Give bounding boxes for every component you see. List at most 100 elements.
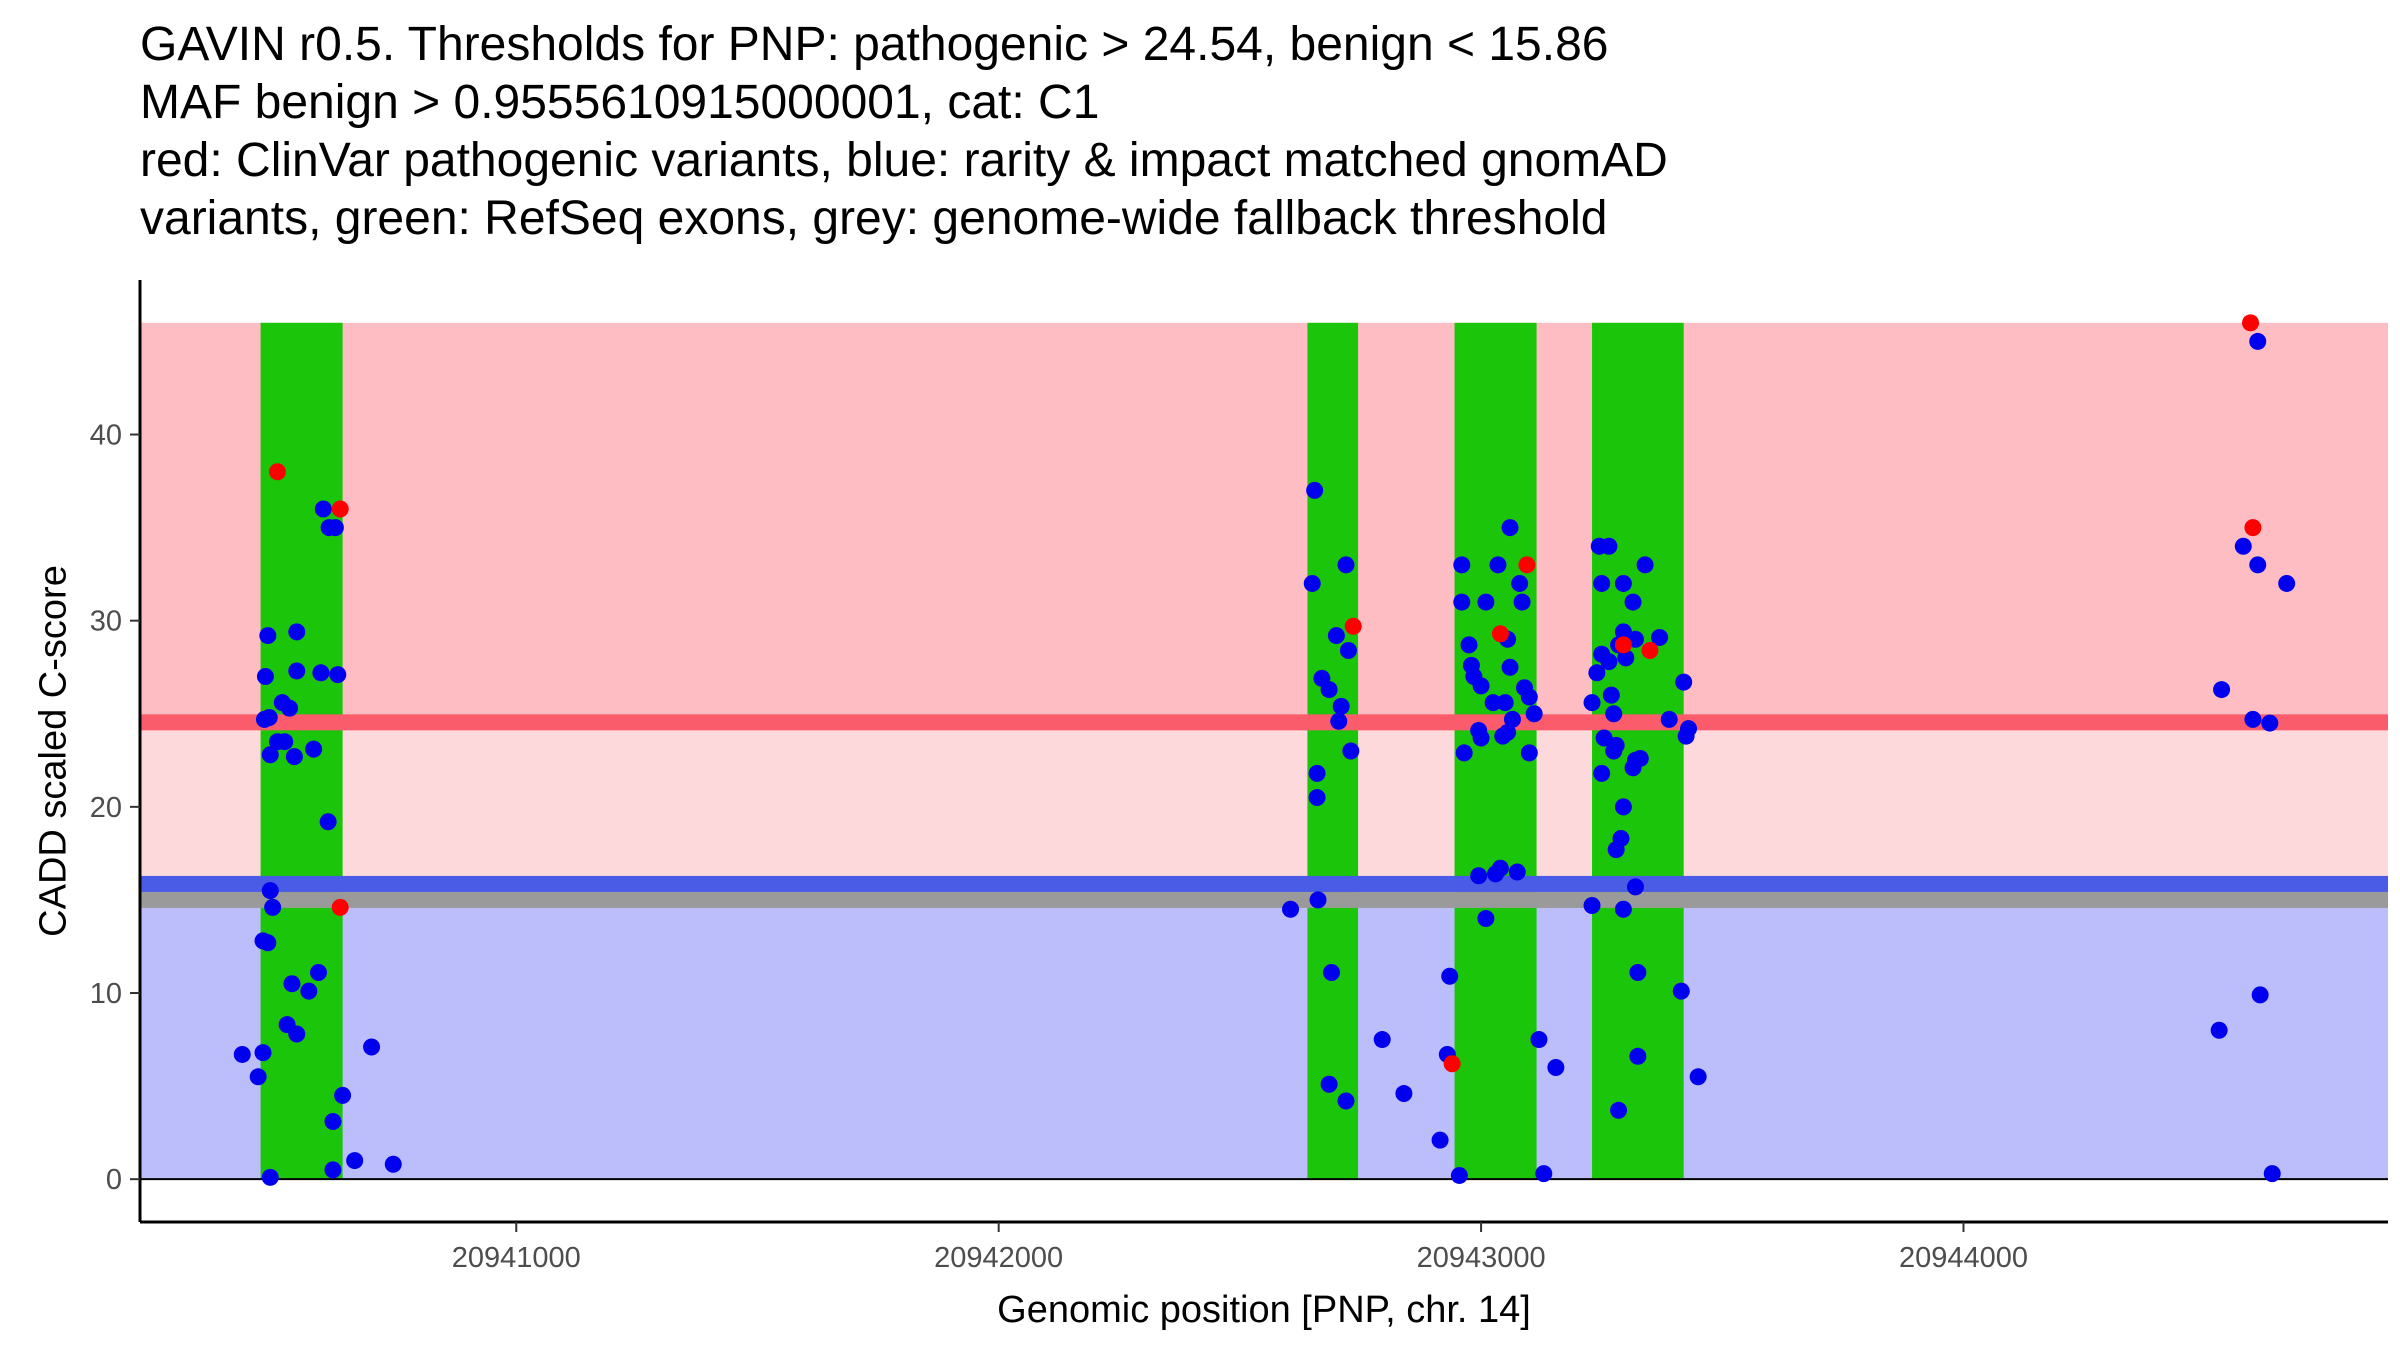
gnomad-point-89: [1520, 688, 1538, 706]
gnomad-point-33: [324, 1161, 342, 1179]
gnomad-point-101: [1593, 764, 1611, 782]
gnomad-point-141: [2261, 714, 2279, 732]
gnomad-point-97: [1588, 664, 1606, 682]
gnomad-point-133: [1689, 1068, 1707, 1086]
gnomad-point-32: [324, 1112, 342, 1130]
gnomad-point-35: [334, 1086, 352, 1104]
gnomad-point-142: [2263, 1165, 2281, 1183]
gnomad-point-115: [1614, 900, 1632, 918]
x-tick-label-1: 20941000: [452, 1242, 581, 1274]
gnomad-point-25: [305, 740, 323, 758]
gnomad-point-62: [1453, 556, 1471, 574]
gnomad-point-18: [281, 699, 299, 717]
gnomad-point-28: [314, 500, 332, 518]
gnomad-point-91: [1525, 705, 1543, 723]
gnomad-point-112: [1612, 829, 1630, 847]
threshold-regions: [140, 322, 2388, 1180]
chart-title-line-1: GAVIN r0.5. Thresholds for PNP: pathogen…: [140, 18, 1609, 71]
gnomad-point-58: [1431, 1131, 1449, 1149]
gnomad-point-48: [1327, 627, 1345, 645]
gnomad-point-95: [1583, 897, 1601, 915]
gnomad-point-123: [1629, 964, 1647, 982]
gnomad-point-118: [1624, 593, 1642, 611]
gnomad-point-54: [1320, 1075, 1338, 1093]
gnomad-point-125: [1631, 749, 1649, 767]
x-axis-title: Genomic position [PNP, chr. 14]: [997, 1289, 1531, 1331]
gnomad-point-104: [1600, 653, 1618, 671]
gnomad-point-22: [288, 1025, 306, 1043]
gnomad-point-105: [1602, 686, 1620, 704]
gnomad-point-87: [1513, 593, 1531, 611]
gnomad-point-79: [1496, 694, 1514, 712]
gnomad-point-73: [1477, 910, 1495, 928]
gnomad-point-71: [1472, 729, 1490, 747]
clinvar-point-4: [1344, 617, 1362, 635]
gnomad-point-51: [1337, 556, 1355, 574]
gnomad-point-135: [2213, 681, 2231, 699]
gnomad-point-77: [1491, 859, 1509, 877]
gnomad-point-122: [1626, 878, 1644, 896]
gnomad-point-41: [1306, 481, 1324, 499]
clinvar-point-2: [331, 500, 349, 518]
data-points: [233, 314, 2296, 1186]
y-tick-label-40: 40: [90, 420, 122, 452]
gnomad-point-7: [256, 668, 274, 686]
gnomad-point-38: [384, 1155, 402, 1173]
pathogenic-region: [140, 322, 2388, 723]
gnomad-point-12: [264, 898, 282, 916]
gnomad-point-63: [1453, 593, 1471, 611]
gnomad-point-134: [2210, 1021, 2228, 1039]
gnomad-point-44: [1309, 891, 1327, 909]
gnomad-point-49: [1330, 712, 1348, 730]
gnomad-point-10: [260, 708, 278, 726]
y-tick-label-10: 10: [90, 978, 122, 1010]
gnomad-point-39: [1282, 900, 1300, 918]
gnomad-point-136: [2234, 537, 2252, 555]
gnomad-point-65: [1460, 636, 1478, 654]
gnomad-point-90: [1520, 744, 1538, 762]
gnomad-point-2: [249, 1068, 267, 1086]
gnomad-point-103: [1600, 537, 1618, 555]
x-tick-label-3: 20943000: [1417, 1242, 1546, 1274]
gnomad-point-81: [1499, 723, 1517, 741]
gnomad-point-29: [319, 813, 337, 831]
chart-title-line-3: red: ClinVar pathogenic variants, blue: …: [140, 134, 1668, 187]
chart-title: GAVIN r0.5. Thresholds for PNP: pathogen…: [140, 16, 2340, 248]
gnomad-point-124: [1629, 1047, 1647, 1065]
gnomad-point-27: [312, 664, 330, 682]
gnomad-point-34: [329, 666, 347, 684]
chart-title-line-2: MAF benign > 0.9555610915000001, cat: C1: [140, 76, 1100, 129]
gnomad-point-70: [1472, 677, 1490, 695]
gnomad-point-139: [2249, 556, 2267, 574]
gnomad-point-96: [1583, 694, 1601, 712]
gnomad-point-61: [1450, 1166, 1468, 1184]
threshold-lines: [140, 714, 2388, 908]
gnomad-point-140: [2251, 986, 2269, 1004]
gnomad-point-55: [1337, 1092, 1355, 1110]
gnomad-point-128: [1660, 710, 1678, 728]
gnomad-point-130: [1675, 673, 1693, 691]
gnomad-point-113: [1614, 574, 1632, 592]
y-tick-label-30: 30: [90, 606, 122, 638]
gnomad-point-40: [1303, 574, 1321, 592]
gnomad-point-82: [1501, 519, 1519, 537]
gnomad-point-47: [1323, 964, 1341, 982]
gnomad-point-13: [261, 1168, 279, 1186]
fallback-threshold-line: [140, 891, 2388, 908]
intermediate-region: [140, 722, 2388, 884]
clinvar-point-3: [331, 898, 349, 916]
gnomad-point-9: [261, 746, 279, 764]
gnomad-point-92: [1530, 1031, 1548, 1049]
axis-ticks: 0 10 20 30 40 20941000 20942000 20943000 2094400…: [90, 420, 2028, 1274]
gnomad-point-83: [1501, 658, 1519, 676]
gnomad-point-86: [1511, 574, 1529, 592]
gnomad-point-52: [1339, 641, 1357, 659]
benign-region: [140, 883, 2388, 1180]
gnomad-point-109: [1607, 736, 1625, 754]
gnomad-point-24: [300, 982, 318, 1000]
gnomad-point-72: [1477, 593, 1495, 611]
gnomad-point-36: [346, 1152, 364, 1170]
gnomad-point-107: [1605, 705, 1623, 723]
clinvar-point-8: [1614, 636, 1632, 654]
